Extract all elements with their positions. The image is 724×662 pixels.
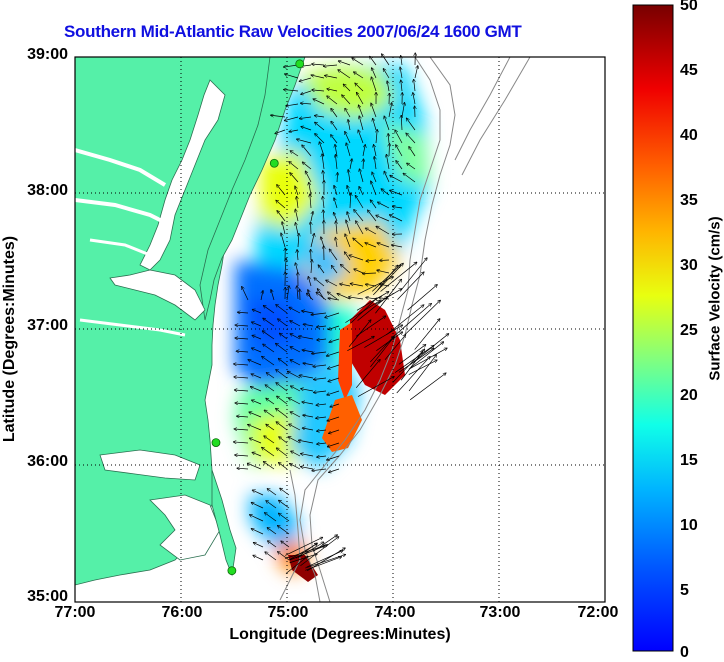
colorbar — [633, 5, 673, 651]
station-marker — [212, 439, 220, 447]
station-marker — [270, 159, 278, 167]
station-marker — [296, 60, 304, 68]
station-marker — [228, 567, 236, 575]
